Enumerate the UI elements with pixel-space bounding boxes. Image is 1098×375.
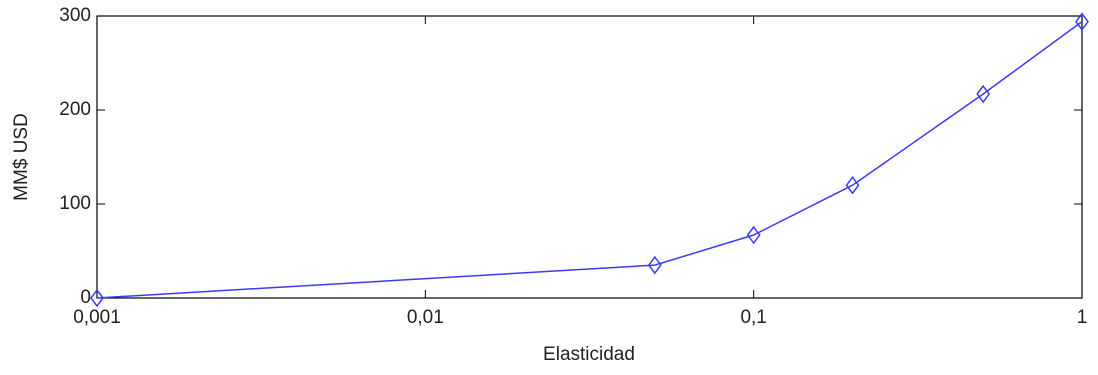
x-tick-label: 0,1 bbox=[740, 307, 766, 328]
marker bbox=[976, 84, 991, 104]
x-tick-label: 1 bbox=[1077, 307, 1088, 328]
y-tick-label: 100 bbox=[59, 193, 91, 214]
marker bbox=[845, 175, 860, 195]
line bbox=[96, 21, 1083, 299]
marker bbox=[1075, 12, 1089, 31]
y-tick-label: 300 bbox=[59, 5, 91, 26]
y-tick-label: 0 bbox=[80, 287, 91, 308]
y-tick-label: 200 bbox=[59, 99, 91, 120]
x-axis-label: Elasticidad bbox=[543, 344, 635, 365]
marker bbox=[746, 225, 761, 245]
marker bbox=[647, 255, 662, 275]
y-axis-label: MM$ USD bbox=[11, 113, 32, 201]
x-tick-label: 0,001 bbox=[73, 307, 121, 328]
x-tick-label: 0,01 bbox=[407, 307, 444, 328]
plot-frame bbox=[96, 15, 1083, 299]
marker bbox=[90, 288, 104, 308]
